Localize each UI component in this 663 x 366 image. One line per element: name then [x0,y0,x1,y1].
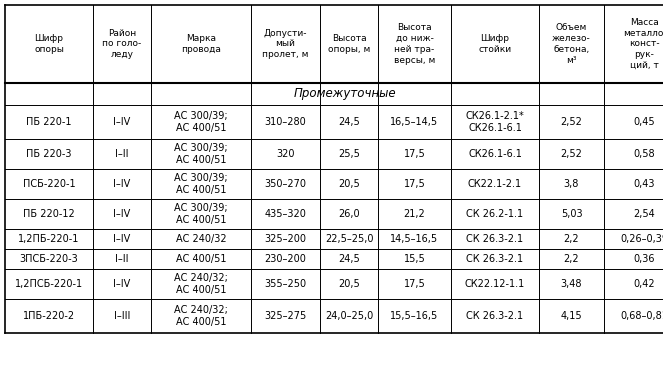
Text: ПБ 220-3: ПБ 220-3 [27,149,72,159]
Text: СК22.1-2.1: СК22.1-2.1 [468,179,522,189]
Text: 2,52: 2,52 [560,149,582,159]
Text: СК 26.3-2.1: СК 26.3-2.1 [467,311,524,321]
Text: 310–280: 310–280 [265,117,306,127]
Text: АС 240/32;
АС 400/51: АС 240/32; АС 400/51 [174,273,228,295]
Text: 14,5–16,5: 14,5–16,5 [391,234,438,244]
Text: 1,2ПСБ-220-1: 1,2ПСБ-220-1 [15,279,83,289]
Text: 16,5–14,5: 16,5–14,5 [391,117,438,127]
Text: I–IV: I–IV [113,279,131,289]
Text: Высота
опоры, м: Высота опоры, м [328,34,370,54]
Text: СК 26.3-2.1: СК 26.3-2.1 [467,254,524,264]
Text: 355–250: 355–250 [265,279,306,289]
Text: 24,0–25,0: 24,0–25,0 [325,311,373,321]
Text: I–III: I–III [114,311,130,321]
Text: ПБ 220-1: ПБ 220-1 [27,117,72,127]
Text: 2,54: 2,54 [634,209,655,219]
Text: 325–200: 325–200 [265,234,306,244]
Text: 2,52: 2,52 [560,117,582,127]
Text: Марка
провода: Марка провода [181,34,221,54]
Text: 15,5–16,5: 15,5–16,5 [391,311,439,321]
Text: 2,2: 2,2 [564,254,579,264]
Text: ПСБ-220-1: ПСБ-220-1 [23,179,76,189]
Text: 17,5: 17,5 [404,149,426,159]
Text: ПБ 220-12: ПБ 220-12 [23,209,75,219]
Text: АС 300/39;
АС 400/51: АС 300/39; АС 400/51 [174,143,228,165]
Text: 435–320: 435–320 [265,209,306,219]
Text: I–IV: I–IV [113,209,131,219]
Text: АС 300/39;
АС 400/51: АС 300/39; АС 400/51 [174,173,228,195]
Text: 3ПСБ-220-3: 3ПСБ-220-3 [20,254,78,264]
Text: 230–200: 230–200 [265,254,306,264]
Text: 3,48: 3,48 [561,279,582,289]
Text: I–IV: I–IV [113,117,131,127]
Text: 0,68–0,81: 0,68–0,81 [621,311,663,321]
Text: 20,5: 20,5 [338,279,360,289]
Text: 0,36: 0,36 [634,254,655,264]
Text: Шифр
стойки: Шифр стойки [479,34,512,54]
Text: 0,43: 0,43 [634,179,655,189]
Text: 26,0: 26,0 [338,209,360,219]
Text: Район
по голо-
леду: Район по голо- леду [102,29,142,59]
Text: 4,15: 4,15 [561,311,582,321]
Text: Высота
до ниж-
ней тра-
версы, м: Высота до ниж- ней тра- версы, м [394,23,435,65]
Text: 2,2: 2,2 [564,234,579,244]
Text: I–IV: I–IV [113,234,131,244]
Text: 0,58: 0,58 [634,149,655,159]
Text: 25,5: 25,5 [338,149,360,159]
Text: СК 26.2-1.1: СК 26.2-1.1 [467,209,524,219]
Text: 3,8: 3,8 [564,179,579,189]
Text: 325–275: 325–275 [265,311,306,321]
Text: 1,2ПБ-220-1: 1,2ПБ-220-1 [19,234,80,244]
Text: СК26.1-6.1: СК26.1-6.1 [468,149,522,159]
Text: I–IV: I–IV [113,179,131,189]
Text: СК 26.3-2.1: СК 26.3-2.1 [467,234,524,244]
Text: 24,5: 24,5 [338,117,360,127]
Text: СК22.12-1.1: СК22.12-1.1 [465,279,525,289]
Text: 0,45: 0,45 [634,117,655,127]
Text: АС 240/32: АС 240/32 [176,234,226,244]
Text: АС 240/32;
АС 400/51: АС 240/32; АС 400/51 [174,305,228,327]
Text: 15,5: 15,5 [404,254,426,264]
Text: АС 400/51: АС 400/51 [176,254,226,264]
Text: I–II: I–II [115,149,129,159]
Text: 17,5: 17,5 [404,279,426,289]
Text: 22,5–25,0: 22,5–25,0 [325,234,373,244]
Text: Промежуточные: Промежуточные [294,87,396,101]
Text: АС 300/39;
АС 400/51: АС 300/39; АС 400/51 [174,111,228,133]
Text: 0,26–0,39: 0,26–0,39 [621,234,663,244]
Text: АС 300/39;
АС 400/51: АС 300/39; АС 400/51 [174,203,228,225]
Text: СК26.1-2.1*
СК26.1-6.1: СК26.1-2.1* СК26.1-6.1 [465,111,524,133]
Text: Шифр
опоры: Шифр опоры [34,34,64,54]
Text: 5,03: 5,03 [561,209,582,219]
Text: 21,2: 21,2 [404,209,426,219]
Text: 17,5: 17,5 [404,179,426,189]
Text: 24,5: 24,5 [338,254,360,264]
Text: 1ПБ-220-2: 1ПБ-220-2 [23,311,75,321]
Text: 350–270: 350–270 [265,179,306,189]
Text: Масса
металло-
конст-
рук-
ций, т: Масса металло- конст- рук- ций, т [623,18,663,70]
Text: I–II: I–II [115,254,129,264]
Text: Объем
железо-
бетона,
м³: Объем железо- бетона, м³ [552,23,591,65]
Text: 320: 320 [276,149,295,159]
Text: 20,5: 20,5 [338,179,360,189]
Text: Допусти-
мый
пролет, м: Допусти- мый пролет, м [263,29,309,59]
Text: 0,42: 0,42 [634,279,655,289]
